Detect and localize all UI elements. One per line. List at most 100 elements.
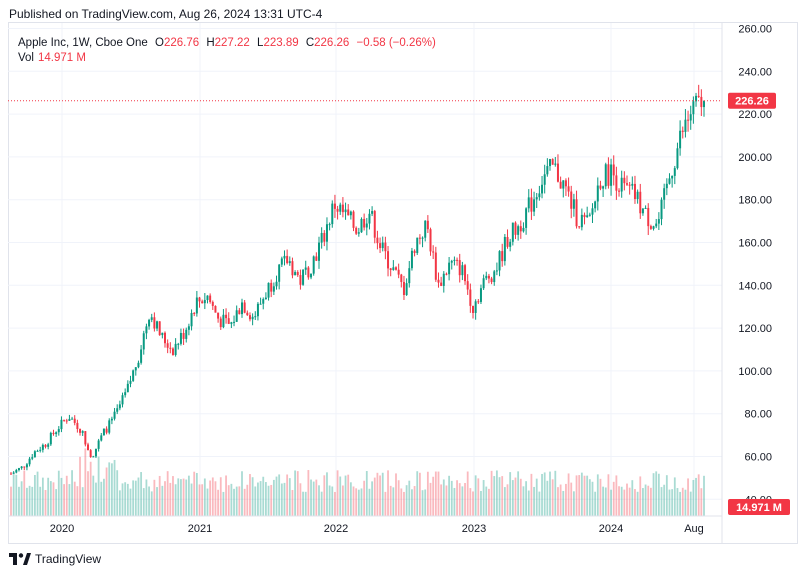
candle-body — [442, 273, 445, 286]
volume-bar — [254, 486, 257, 516]
volume-bar — [347, 474, 350, 516]
candle-body — [695, 95, 698, 102]
volume-bar — [275, 476, 278, 516]
candle-body — [373, 211, 376, 238]
candle-body — [148, 319, 151, 327]
volume-bar — [270, 484, 273, 516]
volume-bar — [357, 489, 360, 516]
volume-bar — [299, 483, 302, 516]
x-tick-label: 2020 — [50, 523, 74, 535]
volume-bar — [28, 485, 31, 516]
volume-bar — [307, 470, 310, 516]
candle-body — [318, 242, 320, 261]
candle-body — [633, 183, 636, 200]
candle-body — [230, 322, 233, 324]
candle-body — [623, 177, 626, 184]
volume-bar — [217, 489, 220, 516]
candle-body — [153, 317, 156, 329]
candle-body — [84, 431, 87, 445]
candle-body — [466, 281, 469, 290]
candle-body — [44, 444, 47, 447]
volume-bar — [211, 477, 214, 516]
candle-body — [389, 268, 392, 270]
candle-body — [121, 395, 124, 405]
volume-bar — [209, 480, 212, 516]
candle-body — [610, 164, 613, 186]
volume-bar — [604, 487, 607, 516]
volume-bar — [594, 491, 597, 516]
volume-bar — [172, 476, 174, 516]
candle-body — [347, 209, 350, 216]
candle-body — [41, 444, 44, 450]
y-tick-label: 60.00 — [744, 452, 772, 464]
volume-bar — [95, 482, 97, 516]
volume-bar — [522, 486, 525, 516]
candle-body — [219, 318, 222, 328]
volume-bar — [689, 491, 692, 516]
volume-bar — [506, 484, 509, 516]
candle-body — [503, 236, 506, 262]
volume-bar — [249, 474, 251, 516]
volume-bar — [180, 479, 182, 516]
tradingview-logo[interactable]: TradingView — [9, 552, 101, 566]
candle-body — [241, 302, 243, 315]
candle-body — [286, 255, 289, 264]
candle-body — [668, 178, 671, 184]
candle-body — [604, 164, 607, 187]
change-value: −0.58 (−0.26%) — [356, 37, 436, 49]
volume-bar — [477, 478, 480, 516]
candle-body — [222, 314, 225, 328]
volume-bar — [368, 488, 371, 516]
volume-bar — [448, 475, 451, 516]
volume-bar — [113, 459, 116, 516]
candle-body — [124, 392, 127, 396]
chart-legend: Apple Inc, 1W, Cboe One O226.76 H227.22 … — [18, 36, 436, 51]
candle-body — [349, 211, 352, 216]
candle-body — [55, 432, 58, 435]
volume-bar — [392, 487, 395, 516]
candle-body — [421, 237, 424, 239]
candle-body — [509, 241, 512, 247]
volume-bar — [612, 481, 615, 516]
candle-body — [530, 197, 533, 212]
candle-body — [381, 242, 384, 249]
volume-bar — [509, 472, 512, 516]
candle-body — [296, 272, 299, 276]
y-tick-label: 220.00 — [738, 109, 772, 121]
candle-body — [198, 297, 201, 302]
candle-body — [511, 222, 514, 242]
volume-bar — [341, 485, 344, 516]
volume-bar — [296, 471, 299, 516]
volume-bar — [283, 482, 286, 516]
volume-bar — [424, 489, 427, 516]
x-tick-label: Aug — [684, 523, 704, 535]
volume-bar — [190, 483, 193, 516]
candle-body — [68, 418, 71, 421]
candle-body — [426, 220, 429, 230]
candle-body — [161, 332, 164, 336]
candle-body — [100, 435, 103, 441]
candle-body — [580, 214, 583, 228]
volume-bar — [549, 471, 551, 516]
volume-bar — [663, 484, 666, 516]
volume-bar — [418, 472, 421, 516]
volume-bar — [387, 470, 389, 516]
volume-bar — [156, 487, 158, 516]
volume-bar — [695, 477, 697, 516]
volume-bar — [572, 491, 575, 516]
candle-body — [185, 329, 188, 339]
volume-bar — [246, 484, 249, 516]
volume-bar — [57, 470, 60, 516]
volume-bar — [636, 491, 639, 516]
published-caption: Published on TradingView.com, Aug 26, 20… — [9, 7, 323, 21]
volume-bar — [76, 486, 79, 516]
candle-body — [448, 262, 451, 275]
candle-body — [684, 119, 687, 132]
volume-bar — [626, 483, 628, 516]
candle-body — [179, 332, 182, 344]
y-tick-label: 180.00 — [738, 195, 772, 207]
candle-body — [246, 312, 249, 316]
candle-body — [671, 175, 674, 179]
volume-bar — [278, 474, 281, 516]
